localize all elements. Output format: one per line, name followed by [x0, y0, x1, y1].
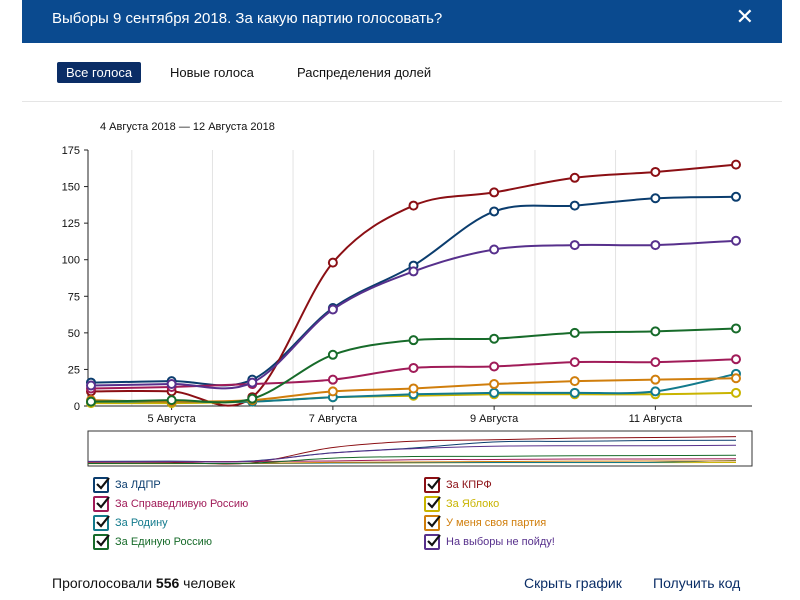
checkbox-icon[interactable]	[93, 515, 110, 531]
y-tick-label: 150	[62, 182, 80, 194]
data-point	[408, 362, 419, 373]
x-tick-label: 11 Августа	[629, 413, 683, 425]
data-point	[408, 266, 419, 277]
header-bar: Выборы 9 сентября 2018. За какую партию …	[22, 0, 782, 43]
y-tick-label: 100	[62, 255, 80, 267]
data-point	[569, 172, 580, 183]
data-point	[86, 396, 96, 407]
legend-label: На выборы не пойду!	[446, 536, 555, 548]
data-point	[650, 374, 661, 385]
data-point	[650, 166, 661, 177]
data-point	[650, 326, 661, 337]
page-title: Выборы 9 сентября 2018. За какую партию …	[52, 10, 443, 27]
data-point	[327, 349, 338, 360]
data-point	[489, 244, 500, 255]
checkbox-icon[interactable]	[424, 534, 441, 550]
checkbox-icon[interactable]	[424, 496, 441, 512]
date-range-label: 4 Августа 2018 — 12 Августа 2018	[100, 121, 275, 133]
data-point	[650, 193, 661, 204]
data-point	[731, 159, 741, 170]
checkbox-icon[interactable]	[93, 496, 110, 512]
legend-label: За Справедливую Россию	[115, 498, 249, 510]
data-point	[731, 235, 741, 246]
data-point	[569, 327, 580, 338]
data-point	[569, 376, 580, 387]
data-point	[569, 240, 580, 251]
checkbox-icon[interactable]	[93, 534, 110, 550]
x-tick-label: 5 Августа	[147, 413, 196, 425]
navigator-line	[87, 454, 737, 465]
data-point	[166, 379, 177, 390]
data-point	[247, 393, 258, 404]
data-point	[650, 386, 661, 397]
y-tick-label: 125	[62, 218, 80, 230]
navigator-line	[87, 444, 737, 463]
data-point	[408, 335, 419, 346]
vote-count-value: 556	[155, 575, 180, 591]
data-point	[327, 374, 338, 385]
tab-all-votes[interactable]: Все голоса	[57, 62, 142, 83]
x-tick-label: 9 Августа	[470, 413, 519, 425]
vote-count: Проголосовали 556 человек	[52, 575, 235, 591]
vote-count-suffix: человек	[183, 575, 236, 591]
tab-share-distribution[interactable]: Распределения долей	[297, 65, 432, 80]
data-point	[86, 380, 96, 391]
tab-new-votes[interactable]: Новые голоса	[170, 65, 254, 80]
data-point	[489, 379, 500, 390]
legend-label: За Родину	[115, 517, 168, 529]
data-point	[731, 191, 741, 202]
data-point	[569, 357, 580, 368]
data-point	[489, 387, 500, 398]
checkbox-icon[interactable]	[424, 515, 441, 531]
data-point	[166, 395, 177, 406]
data-point	[569, 387, 580, 398]
data-point	[569, 200, 580, 211]
close-icon[interactable]: ✕	[735, 4, 754, 29]
data-point	[489, 206, 500, 217]
data-point	[247, 377, 258, 388]
data-point	[408, 383, 419, 394]
data-point	[327, 257, 338, 268]
y-tick-label: 50	[68, 328, 80, 340]
checkbox-icon[interactable]	[424, 477, 441, 493]
data-point	[327, 304, 338, 315]
legend-label: За Единую Россию	[115, 536, 212, 548]
checkbox-icon[interactable]	[93, 477, 110, 493]
data-point	[731, 387, 741, 398]
series-line	[90, 195, 737, 387]
data-point	[650, 240, 661, 251]
data-point	[731, 323, 741, 334]
data-point	[731, 373, 741, 384]
get-code-link[interactable]: Получить код	[653, 575, 741, 591]
data-point	[489, 187, 500, 198]
data-point	[408, 200, 419, 211]
y-tick-label: 25	[68, 364, 80, 376]
legend-label: У меня своя партия	[446, 517, 547, 529]
series-line	[90, 163, 737, 407]
data-point	[327, 386, 338, 397]
divider	[22, 101, 782, 102]
y-tick-label: 175	[62, 145, 80, 157]
hide-chart-link[interactable]: Скрыть график	[524, 575, 622, 591]
legend-label: За КПРФ	[446, 479, 492, 491]
data-point	[489, 361, 500, 372]
data-point	[650, 357, 661, 368]
y-tick-label: 75	[68, 291, 80, 303]
vote-count-prefix: Проголосовали	[52, 575, 153, 591]
widget-frame	[22, 0, 782, 600]
x-tick-label: 7 Августа	[309, 413, 358, 425]
y-tick-label: 0	[74, 401, 80, 413]
legend-label: За ЛДПР	[115, 479, 161, 491]
data-point	[489, 333, 500, 344]
data-point	[731, 354, 741, 365]
legend-label: За Яблоко	[446, 498, 500, 510]
